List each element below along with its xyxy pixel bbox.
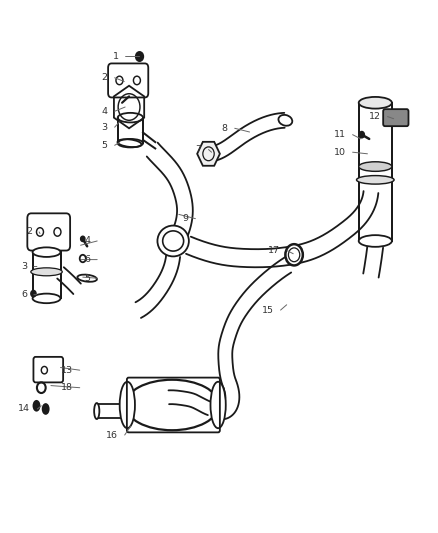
Text: 4: 4 <box>84 237 90 246</box>
Text: 3: 3 <box>102 123 108 132</box>
Circle shape <box>81 236 85 241</box>
Text: 16: 16 <box>106 431 118 440</box>
Text: 1: 1 <box>113 52 119 61</box>
Text: 6: 6 <box>21 290 27 299</box>
Text: 8: 8 <box>222 124 228 133</box>
Text: 4: 4 <box>102 107 108 116</box>
Ellipse shape <box>31 268 62 276</box>
Ellipse shape <box>357 175 394 184</box>
Text: 11: 11 <box>334 130 346 139</box>
Circle shape <box>136 52 144 61</box>
Ellipse shape <box>359 97 392 109</box>
Ellipse shape <box>42 403 49 415</box>
Circle shape <box>359 132 364 138</box>
Text: 5: 5 <box>84 273 90 282</box>
Ellipse shape <box>94 403 99 419</box>
Text: 17: 17 <box>268 246 280 255</box>
Text: 15: 15 <box>261 305 274 314</box>
Ellipse shape <box>32 247 60 257</box>
Text: 13: 13 <box>60 366 73 375</box>
FancyBboxPatch shape <box>383 109 409 126</box>
Ellipse shape <box>211 382 226 428</box>
Text: 6: 6 <box>84 255 90 264</box>
Text: 9: 9 <box>183 214 188 223</box>
Ellipse shape <box>32 400 40 411</box>
Text: 3: 3 <box>21 262 27 271</box>
Ellipse shape <box>359 235 392 247</box>
Ellipse shape <box>32 294 60 303</box>
Ellipse shape <box>125 379 219 430</box>
Text: 2: 2 <box>102 73 108 82</box>
Circle shape <box>286 244 303 265</box>
Ellipse shape <box>359 162 392 171</box>
Ellipse shape <box>279 115 292 126</box>
Text: 14: 14 <box>18 405 30 414</box>
Text: 10: 10 <box>334 148 346 157</box>
Text: 2: 2 <box>26 228 32 237</box>
Text: 7: 7 <box>195 145 201 154</box>
Ellipse shape <box>157 225 189 256</box>
Text: 5: 5 <box>102 141 108 150</box>
Text: 18: 18 <box>61 383 73 392</box>
Circle shape <box>31 290 36 297</box>
Ellipse shape <box>120 382 135 428</box>
Text: 12: 12 <box>368 112 381 121</box>
